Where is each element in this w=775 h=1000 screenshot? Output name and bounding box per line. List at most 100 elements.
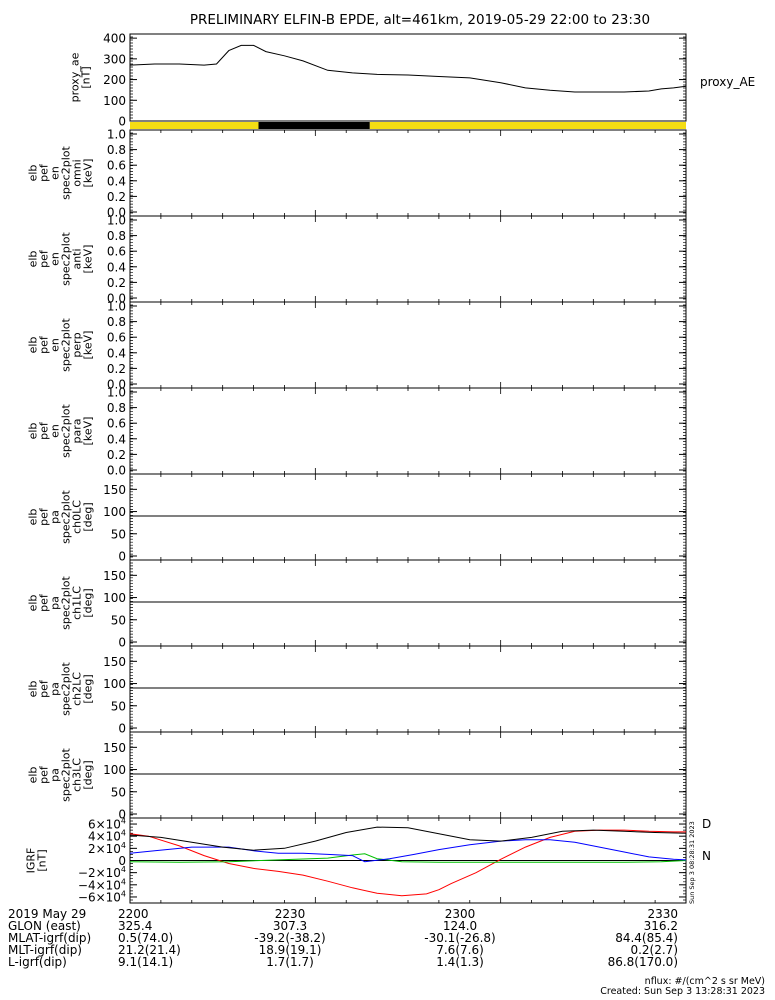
- panel-0-frame: [129, 129, 687, 217]
- panel-5-minor-ticks: [130, 562, 686, 644]
- panel-3-ylabel-line-5: [keV]: [82, 417, 95, 446]
- panel-0-ylabel-line-4: omni: [71, 159, 84, 186]
- panel-2-tick-label: 0.6: [107, 331, 126, 345]
- igrf-tick-label: 2×104: [88, 841, 126, 856]
- panel-2-tick-label: 0.4: [107, 346, 126, 360]
- panel-1-tick-label: 0.2: [107, 276, 126, 290]
- panel-6-tick-label: 150: [103, 655, 126, 669]
- igrf-ylabel-line-0: IGRF: [25, 848, 38, 874]
- panel-1-ylabel-line-2: en: [49, 252, 62, 266]
- igrf-tick-label: 4×104: [88, 829, 126, 844]
- panel-6-minor-ticks: [130, 648, 686, 730]
- footer-cell: 2330: [647, 907, 678, 921]
- panel-6-ylabel-line-0: elb: [27, 681, 40, 698]
- panel-0-xticks: [129, 130, 687, 216]
- panel-7-ylabel-line-4: ch3LC: [71, 758, 84, 792]
- footer-cell: 86.8(170.0): [607, 955, 678, 969]
- panel-1-tick-label: 0.6: [107, 245, 126, 259]
- spin-bar-yellow: [130, 122, 259, 129]
- panel-5-ylabel-line-4: ch1LC: [71, 586, 84, 620]
- panel-1-tick-label: 1.0: [107, 214, 126, 228]
- panel-0-minor-ticks: [130, 132, 686, 214]
- igrf-line-d: [129, 829, 686, 897]
- panel-0-ylabel-line-0: elb: [27, 165, 40, 182]
- igrf-line-n: [129, 853, 687, 863]
- panel-0-tick-label: 0.8: [107, 143, 126, 157]
- footer-row: MLAT-igrf(dip) 0.5(74.0) -39.2(-38.2) -30.1…: [8, 932, 768, 944]
- proxy-ae-ylabel-line-0: proxy_ae: [69, 52, 82, 102]
- panel-3-ylabel-line-4: para: [71, 419, 84, 444]
- panel-4-ylabel-line-2: pa: [49, 510, 62, 524]
- panel-1-xticks: [129, 216, 687, 302]
- panel-7-tick-label: 100: [103, 763, 126, 777]
- panel-7-ylabel-line-5: [deg]: [82, 760, 95, 789]
- footer-cell: 1.4(1.3): [436, 955, 484, 969]
- igrf-xticks: [129, 818, 687, 903]
- footer-cell: 18.9(19.1): [258, 943, 322, 957]
- footer-row-label: L-igrf(dip): [8, 955, 67, 969]
- footer-row-label: GLON (east): [8, 919, 81, 933]
- panel-4-xticks: [129, 474, 687, 560]
- panel-2-minor-ticks: [130, 304, 686, 386]
- footer-cell: 0.2(2.7): [630, 943, 678, 957]
- panel-4-minor-ticks: [130, 476, 686, 558]
- panel-4-frame: [129, 473, 687, 561]
- created-stamp: Created: Sun Sep 3 13:28:31 2023: [600, 986, 765, 997]
- panel-6-ylabel-line-2: pa: [49, 682, 62, 696]
- panel-2-frame: [129, 301, 687, 389]
- panel-7-minor-ticks: [130, 734, 686, 816]
- panel-2-ylabel-line-1: pef: [38, 335, 51, 354]
- panel-4-ylabel-line-5: [deg]: [82, 502, 95, 531]
- panel-5-ylabel-line-2: pa: [49, 596, 62, 610]
- panel-2-ylabel-line-5: [keV]: [82, 331, 95, 360]
- proxy-ae-frame: [129, 33, 687, 122]
- panel-3-tick-label: 1.0: [107, 386, 126, 400]
- panel-3-ylabel-line-0: elb: [27, 423, 40, 440]
- panel-3-tick-label: 0.8: [107, 401, 126, 415]
- panel-2-ylabel-line-2: en: [49, 338, 62, 352]
- panel-7-ylabel-line-2: pa: [49, 768, 62, 782]
- panel-7-frame: [129, 731, 687, 819]
- footer-cell: 21.2(21.4): [118, 943, 181, 957]
- panel-3-ylabel-line-3: spec2plot: [60, 404, 73, 458]
- footer-row: 2019 May 29 2200 2230 2300 2330: [8, 908, 768, 920]
- panel-2-ylabel-line-3: spec2plot: [60, 318, 73, 372]
- panel-5-ylabel-line-1: pef: [38, 593, 51, 612]
- panel-1-ylabel-line-0: elb: [27, 251, 40, 268]
- panel-2-ylabel-line-4: perp: [71, 332, 84, 357]
- panel-3-tick-label: 0.4: [107, 432, 126, 446]
- panel-5-ylabel-line-5: [deg]: [82, 588, 95, 617]
- panel-6-frame: [129, 645, 687, 733]
- panel-0-tick-label: 0.0: [107, 206, 126, 220]
- footer-cell: 316.2: [643, 919, 678, 933]
- panel-1-ylabel-line-1: pef: [38, 249, 51, 268]
- igrf-vertical-stamp: Sun Sep 3 08:28:31 2023: [688, 821, 696, 904]
- footer-cell: 124.0: [442, 919, 478, 933]
- panel-6-xticks: [129, 646, 687, 732]
- panel-0-tick-label: 0.2: [107, 190, 126, 204]
- footer-cell: 307.3: [272, 919, 308, 933]
- panel-7-ylabel-line-3: spec2plot: [60, 748, 73, 802]
- panel-6-tick-label: 100: [103, 677, 126, 691]
- igrf-legend-n: N: [702, 849, 711, 863]
- panel-5-frame: [129, 559, 687, 647]
- panel-0-tick-label: 1.0: [107, 128, 126, 142]
- panel-5-tick-label: 0: [118, 636, 126, 650]
- panel-1-frame: [129, 215, 687, 303]
- panel-2-tick-label: 1.0: [107, 300, 126, 314]
- panel-3-xticks: [129, 388, 687, 474]
- panel-5-ylabel-line-0: elb: [27, 595, 40, 612]
- panel-4-ylabel-line-0: elb: [27, 509, 40, 526]
- panel-2-tick-label: 0.0: [107, 378, 126, 392]
- panel-0-tick-label: 0.6: [107, 159, 126, 173]
- proxy-ae-tick-label: 400: [103, 32, 126, 46]
- panel-0-tick-label: 0.4: [107, 174, 126, 188]
- panel-2-ylabel-line-0: elb: [27, 337, 40, 354]
- igrf-tick-label: −6×104: [78, 889, 126, 904]
- panel-0-ylabel-line-2: en: [49, 166, 62, 180]
- proxy-ae-ylabel-line-1: [nT]: [80, 66, 93, 88]
- igrf-legend-d: D: [702, 817, 711, 831]
- nflux-units: nflux: #/(cm^2 s sr MeV): [644, 976, 765, 987]
- footer-cell: 7.6(7.6): [436, 943, 484, 957]
